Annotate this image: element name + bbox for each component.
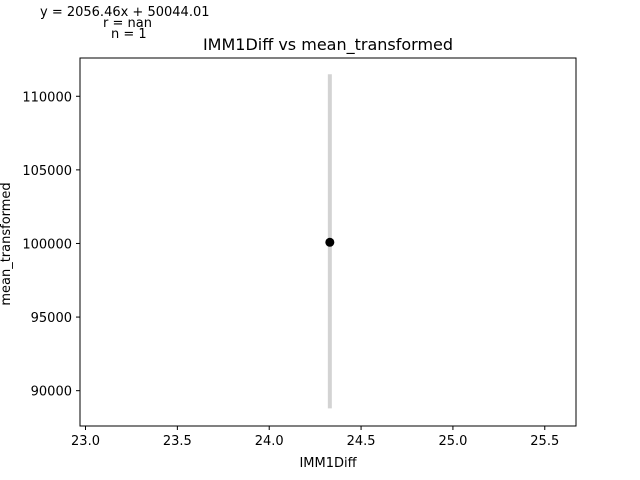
y-tick-label-2: 100000 bbox=[22, 237, 72, 252]
x-tick-label-1: 23.5 bbox=[163, 434, 192, 449]
x-tick-label-0: 23.0 bbox=[71, 434, 100, 449]
y-tick-label-4: 110000 bbox=[22, 90, 72, 105]
x-axis-label: IMM1Diff bbox=[299, 456, 357, 471]
x-tick-label-2: 24.0 bbox=[255, 434, 284, 449]
r-annotation: r = nan bbox=[103, 16, 152, 31]
x-tick-label-4: 25.0 bbox=[438, 434, 467, 449]
y-tick-label-3: 105000 bbox=[22, 164, 72, 179]
plot-frame bbox=[79, 57, 577, 427]
chart-title: IMM1Diff vs mean_transformed bbox=[203, 35, 453, 55]
y-axis-label: mean_transformed bbox=[0, 182, 14, 305]
n-annotation: n = 1 bbox=[111, 27, 147, 42]
y-tick-label-1: 95000 bbox=[31, 311, 72, 326]
equation-annotation: y = 2056.46x + 50044.01 bbox=[40, 5, 210, 20]
x-tick-label-3: 24.5 bbox=[347, 434, 376, 449]
data-point-0 bbox=[325, 237, 335, 247]
x-tick-label-5: 25.5 bbox=[530, 434, 559, 449]
y-tick-label-0: 90000 bbox=[31, 385, 72, 400]
plot-area: 23.0 23.5 24.0 24.5 25.0 25.5 90000 95000 100000… bbox=[22, 57, 577, 449]
